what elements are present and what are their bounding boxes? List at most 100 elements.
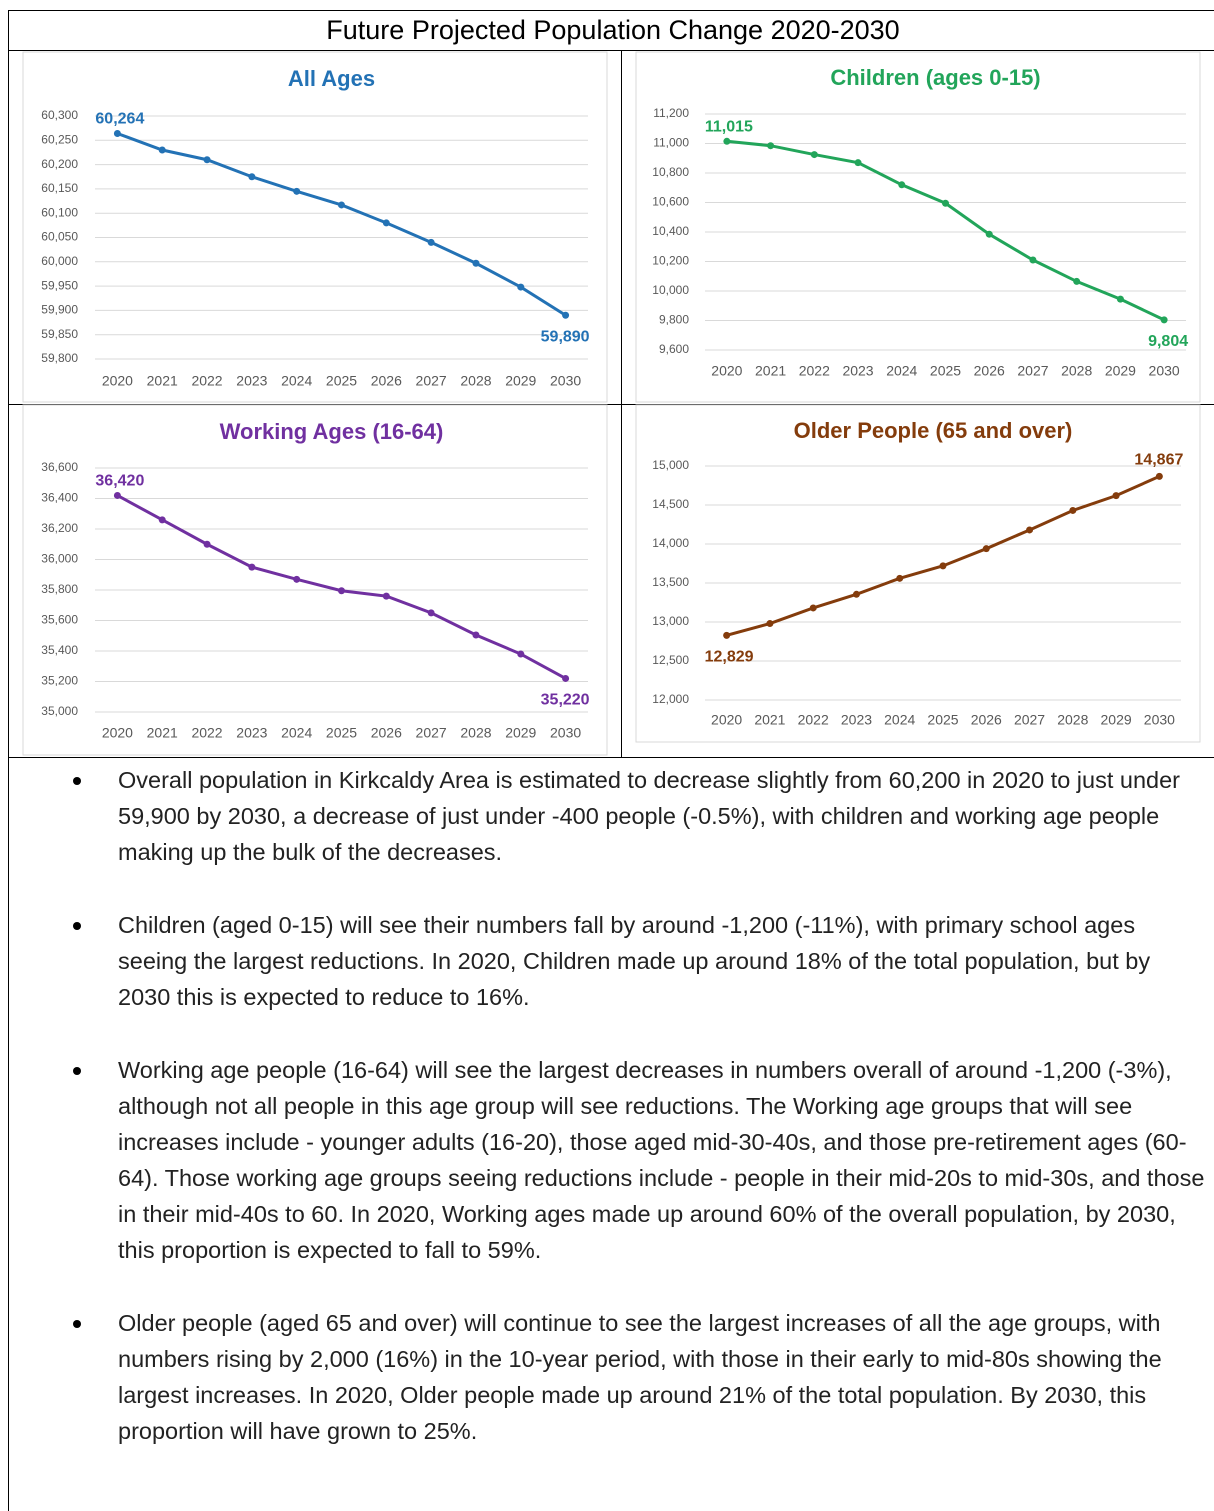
bullet-item: Working age people (16-64) will see the … [73,1052,1208,1268]
x-tick-label: 2023 [236,373,267,389]
chart-title: Working Ages (16-64) [220,419,444,444]
page-title: Future Projected Population Change 2020-… [326,15,899,45]
data-point [1073,277,1081,285]
x-tick-label: 2023 [236,725,267,741]
x-tick-label: 2027 [1014,712,1045,728]
x-tick-label: 2024 [884,712,915,728]
y-tick-label: 59,900 [41,303,78,317]
data-point [810,151,818,159]
table-border [8,50,1214,51]
y-tick-label: 59,850 [41,327,78,341]
x-tick-label: 2023 [842,363,873,379]
y-tick-label: 60,000 [41,254,78,268]
x-tick-label: 2026 [974,363,1005,379]
y-tick-label: 9,600 [659,342,689,356]
y-tick-label: 13,500 [652,575,689,589]
data-point [1069,506,1077,514]
x-tick-label: 2029 [505,373,536,389]
data-point [1160,316,1168,324]
x-tick-label: 2024 [281,373,312,389]
chart-title: All Ages [288,66,375,91]
x-tick-label: 2029 [1101,712,1132,728]
x-tick-label: 2022 [799,363,830,379]
data-point [1112,492,1120,500]
x-tick-label: 2026 [371,373,402,389]
y-tick-label: 60,200 [41,157,78,171]
y-tick-label: 10,600 [652,195,689,209]
data-point [939,562,947,570]
table-border [8,404,1214,405]
data-label: 11,015 [705,119,753,136]
x-tick-label: 2030 [550,373,581,389]
table-border [8,757,1214,758]
data-point [338,587,345,595]
y-tick-label: 35,600 [41,613,78,627]
y-tick-label: 36,600 [41,460,78,474]
x-tick-label: 2030 [1144,712,1175,728]
data-point [427,238,435,246]
data-point [562,311,570,319]
x-tick-label: 2027 [1017,363,1048,379]
data-point [382,219,390,227]
charts: Future Projected Population Change 2020-… [22,15,1201,756]
data-point [767,142,775,150]
data-point [517,650,525,658]
x-tick-label: 2022 [191,725,222,741]
y-tick-label: 12,500 [652,653,689,667]
x-tick-label: 2026 [971,712,1002,728]
x-tick-label: 2027 [416,373,447,389]
data-point [338,201,345,209]
x-tick-label: 2025 [326,725,357,741]
y-tick-label: 10,000 [652,283,689,297]
y-tick-label: 60,150 [41,181,78,195]
data-point [898,181,906,189]
table-border [8,10,1214,11]
data-point [896,574,904,582]
y-tick-label: 12,000 [652,692,689,706]
chart-area [635,51,1201,403]
chart-area [22,404,608,756]
data-point [809,604,817,612]
data-point [203,540,211,548]
data-point [203,156,211,164]
x-tick-label: 2020 [711,712,742,728]
x-tick-label: 2028 [460,373,491,389]
x-tick-label: 2026 [371,725,402,741]
data-point [293,187,301,195]
x-tick-label: 2028 [1057,712,1088,728]
y-tick-label: 11,000 [653,136,689,150]
data-point [982,545,990,553]
y-tick-label: 36,200 [41,521,78,535]
data-point [766,620,774,628]
y-tick-label: 15,000 [652,458,689,472]
data-label: 35,220 [541,692,590,709]
x-tick-label: 2025 [326,373,357,389]
data-point [517,283,525,291]
data-point [382,592,390,600]
data-point [113,129,121,137]
data-label: 12,829 [705,649,754,666]
y-tick-label: 35,200 [41,674,78,688]
data-point [854,159,862,167]
x-tick-label: 2022 [191,373,222,389]
y-tick-label: 60,300 [41,108,78,122]
x-tick-label: 2021 [147,725,178,741]
chart-title: Children (ages 0-15) [830,65,1040,90]
x-tick-label: 2029 [1105,363,1136,379]
chart-title: Older People (65 and over) [794,418,1073,443]
y-tick-label: 35,400 [41,643,78,657]
x-tick-label: 2021 [754,712,785,728]
y-tick-label: 35,000 [41,704,78,718]
data-point [1155,472,1163,480]
y-tick-label: 9,800 [659,313,689,327]
data-point [1026,526,1034,534]
data-point [562,674,570,682]
x-tick-label: 2027 [416,725,447,741]
y-tick-label: 14,000 [652,536,689,550]
bullet-item: Overall population in Kirkcaldy Area is … [73,762,1208,870]
x-tick-label: 2022 [798,712,829,728]
table-border [8,10,9,1511]
x-tick-label: 2021 [147,373,178,389]
data-point [248,563,256,571]
